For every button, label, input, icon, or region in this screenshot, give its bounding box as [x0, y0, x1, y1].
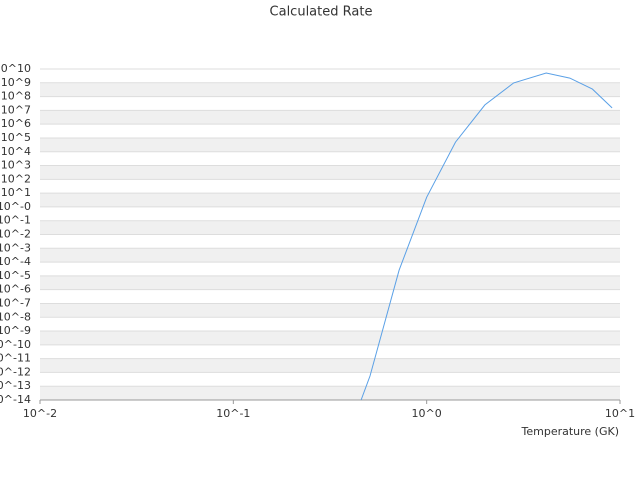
grid-band [40, 179, 620, 194]
y-tick-label: 10^-2 [0, 228, 31, 241]
y-tick-label: 10^-0 [0, 200, 31, 213]
grid-band [40, 372, 620, 387]
grid-band [40, 275, 620, 290]
grid-band [40, 124, 620, 138]
grid-band [40, 331, 620, 345]
grid-band [40, 151, 620, 166]
y-tick-label: 10^-13 [0, 379, 31, 392]
y-tick-label: 10^-6 [0, 283, 31, 296]
grid-band [40, 248, 620, 263]
grid-band [40, 206, 620, 221]
grid-band [40, 358, 620, 373]
y-tick-label: 10^-14 [0, 393, 31, 406]
y-tick-label: 10^5 [1, 131, 31, 144]
grid-band [40, 110, 620, 125]
grid-band [40, 262, 620, 276]
grid-band [40, 96, 620, 111]
x-tick-label: 10^0 [412, 407, 442, 420]
y-tick-label: 10^6 [1, 117, 31, 130]
y-tick-label: 10^-4 [0, 255, 31, 268]
x-tick-label: 10^-1 [216, 407, 250, 420]
line-series [360, 72, 613, 401]
grid-band [40, 165, 620, 180]
chart-title: Calculated Rate [270, 5, 373, 20]
x-tick-label: 10^1 [605, 407, 635, 420]
y-tick-label: 10^3 [1, 159, 31, 172]
grid-band [40, 193, 620, 207]
y-tick-label: 10^2 [1, 172, 31, 185]
grid-band [40, 303, 620, 318]
grid-band [40, 317, 620, 332]
x-axis-label: Temperature (GK) [521, 425, 620, 438]
y-tick-label: 10^-9 [0, 324, 31, 337]
grid-band [40, 386, 620, 400]
grid-band [40, 289, 620, 304]
y-tick-label: 10^-1 [0, 214, 31, 227]
grid-band [40, 137, 620, 152]
y-tick-label: 10^8 [1, 90, 31, 103]
y-tick-label: 10^-10 [0, 338, 31, 351]
grid-band [40, 234, 620, 249]
grid-band [40, 82, 620, 97]
x-tick-label: 10^-2 [23, 407, 57, 420]
y-tick-label: 10^-12 [0, 365, 31, 378]
y-tick-label: 10^4 [1, 145, 31, 158]
y-tick-label: 10^-7 [0, 296, 31, 309]
y-tick-label: 10^10 [0, 62, 31, 75]
y-tick-label: 10^-3 [0, 241, 31, 254]
y-tick-label: 10^7 [1, 103, 31, 116]
y-tick-label: 10^-11 [0, 352, 31, 365]
grid-band [40, 220, 620, 235]
y-tick-label: 10^-5 [0, 269, 31, 282]
y-tick-label: 10^-8 [0, 310, 31, 323]
y-tick-label: 10^9 [1, 76, 31, 89]
y-tick-label: 10^1 [1, 186, 31, 199]
grid-band [40, 69, 620, 83]
grid-band [40, 344, 620, 359]
